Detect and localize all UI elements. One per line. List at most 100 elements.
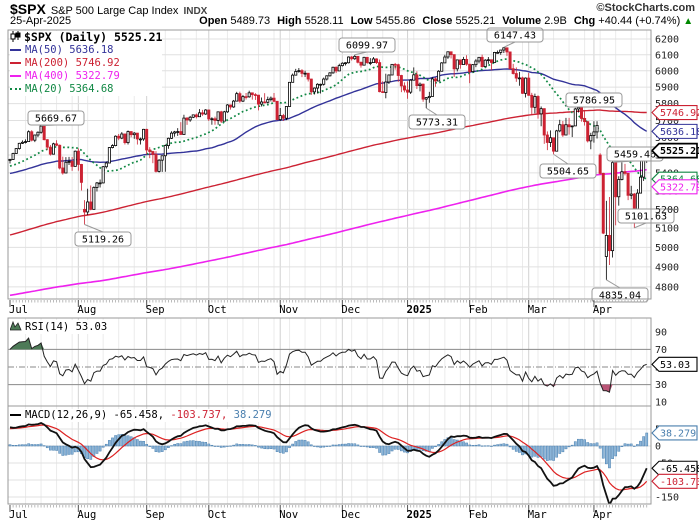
svg-text:5525.21: 5525.21 bbox=[660, 146, 699, 157]
rsi-legend-text: RSI(14) 53.03 bbox=[25, 321, 108, 333]
candle bbox=[629, 185, 633, 200]
candle bbox=[64, 157, 68, 174]
candle bbox=[61, 156, 65, 175]
svg-text:Apr: Apr bbox=[593, 509, 612, 521]
svg-text:Feb: Feb bbox=[469, 509, 488, 521]
candle bbox=[291, 73, 295, 83]
macd-legend: MACD(12,26,9) -65.458, -103.737, 38.279 bbox=[10, 409, 272, 422]
rsi-area-icon bbox=[9, 320, 22, 331]
candle bbox=[101, 166, 105, 184]
svg-text:5000: 5000 bbox=[655, 243, 679, 254]
candle bbox=[365, 56, 369, 64]
candle bbox=[418, 82, 422, 92]
candle bbox=[294, 68, 298, 76]
candle bbox=[86, 188, 90, 215]
legend-line-swatch bbox=[10, 88, 21, 90]
candle bbox=[505, 47, 509, 56]
candle bbox=[315, 83, 319, 94]
axis-value-tag: 5746.92 bbox=[651, 104, 699, 121]
candle bbox=[604, 200, 608, 280]
candle bbox=[123, 133, 127, 145]
candle bbox=[170, 131, 174, 139]
candle bbox=[79, 163, 83, 191]
price-annotation: 5773.31 bbox=[408, 114, 466, 130]
legend-item: MA(400) 5322.79 bbox=[10, 70, 162, 83]
candle bbox=[309, 78, 313, 95]
svg-text:5459.46: 5459.46 bbox=[614, 150, 656, 161]
candle bbox=[145, 128, 149, 155]
low-value: 5455.86 bbox=[375, 15, 416, 27]
candle bbox=[489, 59, 493, 71]
candle bbox=[620, 162, 624, 181]
exchange-code: INDX bbox=[183, 6, 208, 17]
candle bbox=[371, 57, 375, 63]
svg-text:5700: 5700 bbox=[655, 116, 679, 127]
ma20-line bbox=[9, 58, 648, 180]
candle bbox=[334, 66, 338, 74]
candle bbox=[241, 94, 245, 102]
candle bbox=[511, 63, 515, 75]
macd-line bbox=[9, 422, 648, 504]
candle bbox=[303, 70, 307, 77]
axis-value-tag: -103.737 bbox=[651, 473, 699, 489]
svg-text:Aug: Aug bbox=[77, 304, 96, 316]
main-legend: $SPX (Daily) 5525.21 MA(50) 5636.18 MA(20… bbox=[10, 31, 163, 96]
candle bbox=[517, 71, 521, 86]
candle bbox=[45, 139, 49, 151]
candle bbox=[421, 83, 425, 102]
candle bbox=[378, 59, 382, 93]
stockcharts-watermark: ©StockCharts.com bbox=[596, 2, 695, 14]
candle bbox=[269, 96, 273, 102]
candle bbox=[197, 109, 201, 118]
candle bbox=[179, 122, 183, 136]
candle bbox=[260, 97, 264, 107]
candle bbox=[381, 81, 385, 93]
candle bbox=[263, 93, 267, 104]
candle bbox=[611, 158, 615, 258]
macd-legend-red: -103.737, bbox=[170, 409, 228, 421]
open-label: Open bbox=[199, 15, 228, 27]
svg-text:Jul: Jul bbox=[9, 304, 28, 316]
candle bbox=[210, 117, 214, 125]
candle bbox=[409, 79, 413, 94]
candle bbox=[340, 62, 344, 67]
svg-text:70: 70 bbox=[655, 345, 667, 356]
candle bbox=[514, 67, 518, 82]
price-annotations: 5669.67 5119.26 6099.97 5773.31 6147.43 5504.… bbox=[27, 27, 675, 303]
chart-date: 25-Apr-2025 bbox=[10, 15, 72, 27]
candle bbox=[132, 132, 136, 139]
candle bbox=[356, 55, 360, 64]
candle bbox=[424, 97, 428, 109]
axis-value-tag: 38.279 bbox=[651, 425, 698, 441]
candle bbox=[253, 93, 257, 100]
candle bbox=[368, 58, 372, 66]
rsi-line bbox=[9, 337, 647, 393]
legend-item-label: MA(20) 5364.68 bbox=[25, 83, 114, 95]
candle bbox=[126, 130, 130, 145]
candle bbox=[402, 82, 406, 93]
candle bbox=[55, 140, 59, 147]
svg-text:Nov: Nov bbox=[279, 509, 298, 521]
candle bbox=[496, 50, 500, 54]
candle bbox=[558, 119, 562, 133]
ma400-line bbox=[9, 168, 647, 297]
candle bbox=[256, 94, 260, 111]
candle bbox=[225, 104, 229, 113]
candle bbox=[176, 128, 180, 136]
candle bbox=[135, 132, 139, 145]
candle bbox=[14, 148, 18, 154]
rsi-tag: 53.03 bbox=[651, 356, 698, 372]
candle bbox=[27, 130, 31, 142]
candle bbox=[508, 51, 512, 70]
svg-text:6000: 6000 bbox=[655, 66, 679, 77]
change-label: Chg bbox=[573, 15, 596, 27]
candle bbox=[430, 77, 434, 97]
candle bbox=[76, 148, 80, 171]
svg-text:Dec: Dec bbox=[341, 509, 360, 521]
candle bbox=[306, 72, 310, 82]
quote-line: 25-Apr-2025 Open 5489.73 High 5528.11 Low 5… bbox=[10, 15, 699, 27]
candle bbox=[359, 61, 363, 68]
candle bbox=[493, 51, 497, 63]
candle bbox=[471, 64, 475, 73]
candle bbox=[250, 92, 254, 100]
